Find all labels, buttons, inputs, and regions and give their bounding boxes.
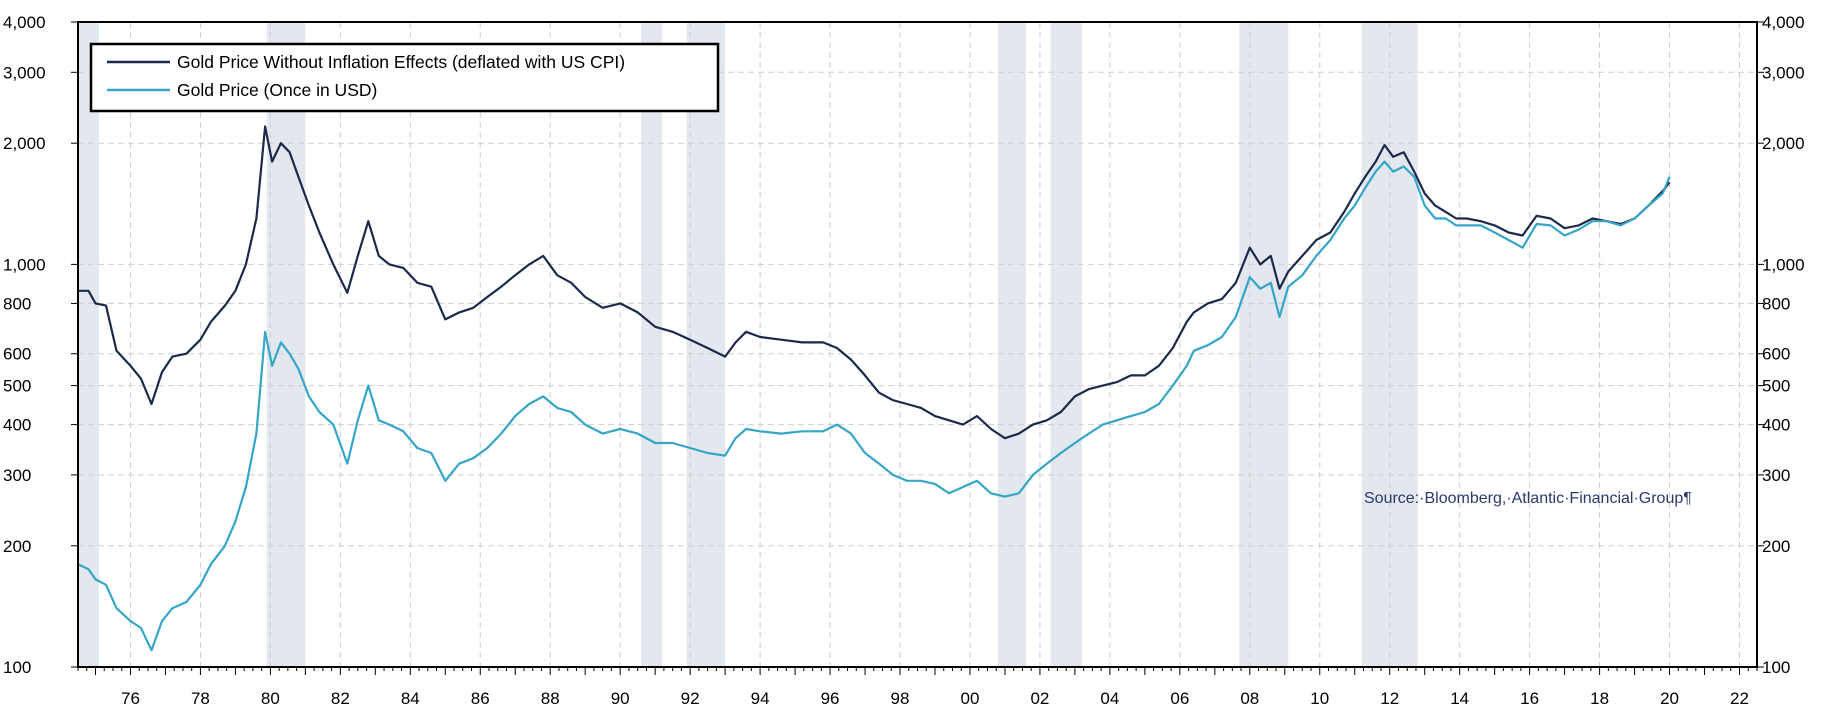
y-tick-label-left: 1,000 — [3, 255, 46, 274]
recession-band — [641, 22, 663, 667]
y-tick-label-right: 800 — [1762, 294, 1790, 313]
y-tick-label-left: 400 — [3, 416, 31, 435]
x-tick-label: 82 — [331, 689, 350, 708]
recession-band — [266, 22, 306, 667]
gridlines — [78, 22, 1757, 667]
y-tick-label-left: 4,000 — [3, 13, 46, 32]
recession-band — [686, 22, 726, 667]
x-tick-label: 08 — [1240, 689, 1259, 708]
x-tick-label: 92 — [681, 689, 700, 708]
y-tick-label-left: 300 — [3, 466, 31, 485]
legend-label-real: Gold Price Without Inflation Effects (de… — [177, 52, 625, 72]
x-tick-label: 94 — [751, 689, 770, 708]
y-axis-right: 100 200 300 400 500 600 800 1,000 2,000 3,000 4,00… — [1757, 13, 1805, 677]
y-axis-left: 100 200 300 400 500 600 800 1,000 2,000 3,000 4,00… — [3, 13, 78, 677]
x-tick-label: 78 — [191, 689, 210, 708]
recession-band — [997, 22, 1026, 667]
x-tick-label: 14 — [1450, 689, 1469, 708]
y-tick-label-right: 1,000 — [1762, 255, 1805, 274]
series-lines — [77, 125, 1671, 652]
y-tick-label-right: 3,000 — [1762, 63, 1805, 82]
y-tick-label-left: 500 — [3, 377, 31, 396]
source-note: Source:·Bloomberg,·Atlantic·Financial·Gr… — [1364, 490, 1692, 507]
x-tick-label: 98 — [891, 689, 910, 708]
x-tick-label: 02 — [1030, 689, 1049, 708]
x-axis: 76 78 80 82 84 86 88 90 92 94 96 98 00 02 04 06 08 10 12 14… — [77, 667, 1758, 708]
x-tick-label: 10 — [1310, 689, 1329, 708]
x-tick-label: 18 — [1590, 689, 1609, 708]
y-tick-label-left: 3,000 — [3, 63, 46, 82]
x-tick-label: 16 — [1520, 689, 1539, 708]
y-tick-label-right: 500 — [1762, 377, 1790, 396]
recession-band — [1050, 22, 1082, 667]
x-tick-label: 86 — [471, 689, 490, 708]
legend-label-nominal: Gold Price (Once in USD) — [177, 80, 377, 100]
x-tick-label: 20 — [1660, 689, 1679, 708]
y-tick-label-right: 600 — [1762, 345, 1790, 364]
y-tick-label-left: 800 — [3, 294, 31, 313]
y-tick-label-left: 100 — [3, 658, 31, 677]
legend-box — [89, 42, 720, 113]
x-tick-label: 22 — [1730, 689, 1749, 708]
series-line-nominal — [77, 160, 1671, 652]
y-tick-label-right: 200 — [1762, 537, 1790, 556]
y-tick-label-right: 400 — [1762, 416, 1790, 435]
legend: Gold Price Without Inflation Effects (de… — [89, 42, 720, 113]
y-tick-label-right: 2,000 — [1762, 134, 1805, 153]
y-tick-label-left: 600 — [3, 345, 31, 364]
x-tick-label: 00 — [961, 689, 980, 708]
y-tick-label-right: 100 — [1762, 658, 1790, 677]
x-tick-label: 04 — [1100, 689, 1119, 708]
x-tick-label: 76 — [121, 689, 140, 708]
series-line-real — [78, 125, 1671, 440]
x-tick-label: 96 — [821, 689, 840, 708]
x-tick-label: 88 — [541, 689, 560, 708]
y-tick-label-left: 200 — [3, 537, 31, 556]
recession-band — [1239, 22, 1289, 667]
y-tick-label-right: 4,000 — [1762, 13, 1805, 32]
x-tick-label: 90 — [611, 689, 630, 708]
recession-band — [78, 22, 99, 667]
x-tick-label: 80 — [261, 689, 280, 708]
y-tick-label-right: 300 — [1762, 466, 1790, 485]
x-tick-label: 12 — [1380, 689, 1399, 708]
y-tick-label-left: 2,000 — [3, 134, 46, 153]
x-tick-label: 06 — [1170, 689, 1189, 708]
x-tick-label: 84 — [401, 689, 420, 708]
